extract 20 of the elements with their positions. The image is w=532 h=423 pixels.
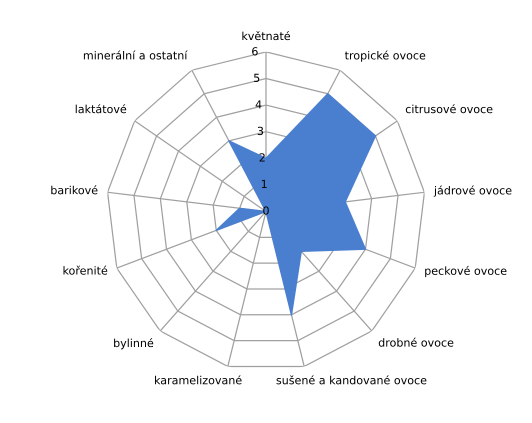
spoke-label: laktátové <box>76 104 126 114</box>
spoke-label: minerální a ostatní <box>84 50 188 60</box>
y-tick-label: 4 <box>256 100 262 108</box>
spoke-label: bylinné <box>114 338 154 350</box>
spoke-label: drobné ovoce <box>378 338 454 347</box>
spoke-label: citrusové ovoce <box>406 104 492 114</box>
y-tick-label: 6 <box>252 47 258 56</box>
y-tick-label: 0 <box>263 206 269 215</box>
spoke-label: jádrové ovoce <box>434 186 512 197</box>
y-tick-label: 1 <box>262 180 267 188</box>
spoke-label: barikové <box>51 185 98 194</box>
spoke-label: sušené a kandované ovoce <box>276 375 426 384</box>
y-tick-label: 3 <box>258 126 264 136</box>
spoke-label: karamelizované <box>155 375 242 384</box>
spoke-label: peckové ovoce <box>425 266 506 278</box>
spoke-label: kořenité <box>64 266 108 275</box>
spoke-label: tropické ovoce <box>344 50 426 62</box>
y-tick-label: 2 <box>260 153 265 162</box>
spoke-label: květnaté <box>242 31 290 40</box>
y-tick-label: 5 <box>254 74 260 82</box>
